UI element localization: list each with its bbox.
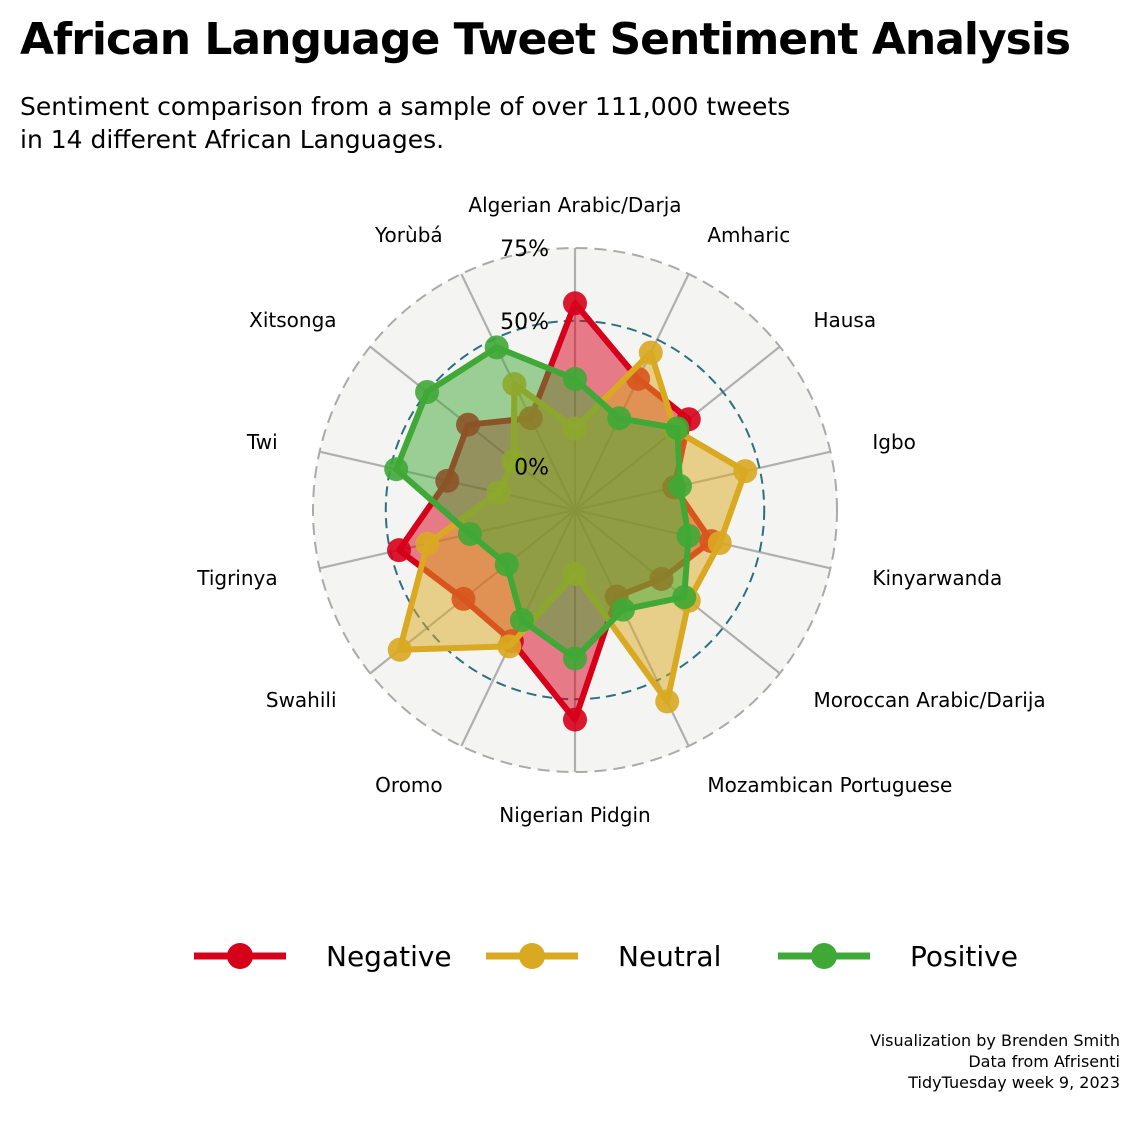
data-point-positive xyxy=(384,457,409,482)
legend-key-negative xyxy=(194,943,286,969)
tick-labels: 0% 50% 75% xyxy=(500,237,549,480)
category-label: Hausa xyxy=(813,308,876,332)
category-label: Nigerian Pidgin xyxy=(499,803,650,827)
category-label: Twi xyxy=(246,430,278,454)
category-label: Moroccan Arabic/Darija xyxy=(813,688,1045,712)
caption-line-3: TidyTuesday week 9, 2023 xyxy=(908,1073,1120,1092)
legend-key-point xyxy=(227,943,253,969)
legend-key-neutral xyxy=(486,943,578,969)
data-point-negative xyxy=(563,707,587,732)
data-point-positive xyxy=(668,474,693,499)
data-point-positive xyxy=(509,608,534,633)
category-label: Mozambican Portuguese xyxy=(707,773,952,797)
radial-tick-label: 50% xyxy=(500,310,549,335)
series-layer xyxy=(384,291,758,732)
category-label: Yorùbá xyxy=(374,223,443,247)
data-point-neutral xyxy=(655,689,680,714)
data-point-positive xyxy=(494,552,519,577)
data-point-neutral xyxy=(733,459,758,484)
data-point-positive xyxy=(563,646,587,671)
chart-title: African Language Tweet Sentiment Analysi… xyxy=(20,14,1071,65)
category-label: Algerian Arabic/Darja xyxy=(468,193,681,217)
data-point-positive xyxy=(484,335,509,360)
legend-label: Negative xyxy=(326,940,452,973)
grid-circle-outer xyxy=(312,247,838,773)
category-label: Tigrinya xyxy=(196,566,277,590)
data-point-neutral xyxy=(415,531,440,556)
data-point-positive xyxy=(676,523,701,548)
data-point-positive xyxy=(457,521,482,546)
category-label: Xitsonga xyxy=(249,308,336,332)
subtitle-line-1: Sentiment comparison from a sample of ov… xyxy=(20,92,791,121)
radar-chart: 0% 50% 75% Algerian Arabic/Darja Amharic Hau… xyxy=(196,193,1045,827)
data-point-neutral xyxy=(387,637,412,662)
legend-label: Neutral xyxy=(618,940,722,973)
data-point-positive xyxy=(415,380,440,405)
radial-tick-label: 0% xyxy=(514,455,549,480)
data-point-positive xyxy=(607,406,632,431)
category-labels: Algerian Arabic/Darja Amharic Hausa Igbo Kin… xyxy=(196,193,1045,827)
legend-key-positive xyxy=(778,943,870,969)
caption: Visualization by Brenden Smith Data from… xyxy=(870,1030,1120,1093)
category-label: Kinyarwanda xyxy=(872,566,1002,590)
legend-label: Positive xyxy=(910,940,1018,973)
legend: Negative Neutral Positive xyxy=(190,930,1018,982)
data-point-negative xyxy=(563,291,587,316)
category-label: Swahili xyxy=(266,688,337,712)
series-positive xyxy=(384,335,701,671)
legend-key-point xyxy=(811,943,837,969)
category-label: Igbo xyxy=(872,430,916,454)
data-point-positive xyxy=(665,416,690,441)
chart-subtitle: Sentiment comparison from a sample of ov… xyxy=(20,90,920,156)
radial-tick-label: 75% xyxy=(500,237,549,262)
category-label: Amharic xyxy=(707,223,790,247)
category-label: Oromo xyxy=(375,773,442,797)
caption-line-2: Data from Afrisenti xyxy=(968,1052,1120,1071)
caption-line-1: Visualization by Brenden Smith xyxy=(870,1031,1120,1050)
data-point-positive xyxy=(610,597,635,622)
data-point-neutral xyxy=(638,340,663,365)
legend-key-point xyxy=(519,943,545,969)
data-point-positive xyxy=(672,585,697,610)
data-point-neutral xyxy=(497,634,522,659)
data-point-negative xyxy=(387,538,412,563)
data-point-positive xyxy=(563,367,587,391)
data-point-neutral xyxy=(707,531,732,556)
subtitle-line-2: in 14 different African Languages. xyxy=(20,125,445,154)
